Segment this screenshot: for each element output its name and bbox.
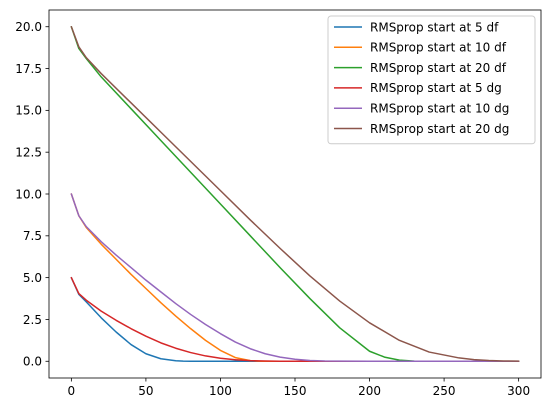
x-tick-label: 150 [284,384,307,398]
y-tick-label: 20.0 [15,20,42,34]
series-line-2 [70,193,520,363]
series-line-6 [70,25,520,362]
series-line-5 [70,193,520,363]
y-tick-label: 12.5 [15,145,42,159]
x-tick-label: 100 [209,384,232,398]
y-tick-label: 17.5 [15,62,42,76]
legend-label-1: RMSprop start at 5 df [370,20,499,34]
y-axis: 0.0 2.5 5.0 7.5 10.0 12.5 15.0 17.5 20.0 [15,20,49,369]
x-tick-label: 50 [138,384,153,398]
y-tick-label: 15.0 [15,104,42,118]
series-line-1 [70,276,520,363]
legend-box [327,15,536,145]
y-tick-label: 10.0 [15,187,42,201]
x-tick-label: 300 [507,384,530,398]
x-axis: 0 50 100 150 200 250 300 [68,378,530,398]
y-tick-label: 7.5 [23,229,42,243]
legend-label-2: RMSprop start at 10 df [370,41,507,55]
legend-label-6: RMSprop start at 20 dg [370,122,509,136]
x-tick-label: 0 [68,384,76,398]
legend-label-3: RMSprop start at 20 df [370,61,507,75]
legend-label-5: RMSprop start at 10 dg [370,102,509,116]
legend: RMSprop start at 5 df RMSprop start at 10… [327,15,536,145]
y-tick-label: 0.0 [23,355,42,369]
legend-label-4: RMSprop start at 5 dg [370,81,502,95]
y-tick-label: 2.5 [23,313,42,327]
plot-lines [70,25,520,363]
x-tick-label: 250 [433,384,456,398]
series-line-4 [70,276,520,363]
y-tick-label: 5.0 [23,271,42,285]
x-tick-label: 200 [358,384,381,398]
